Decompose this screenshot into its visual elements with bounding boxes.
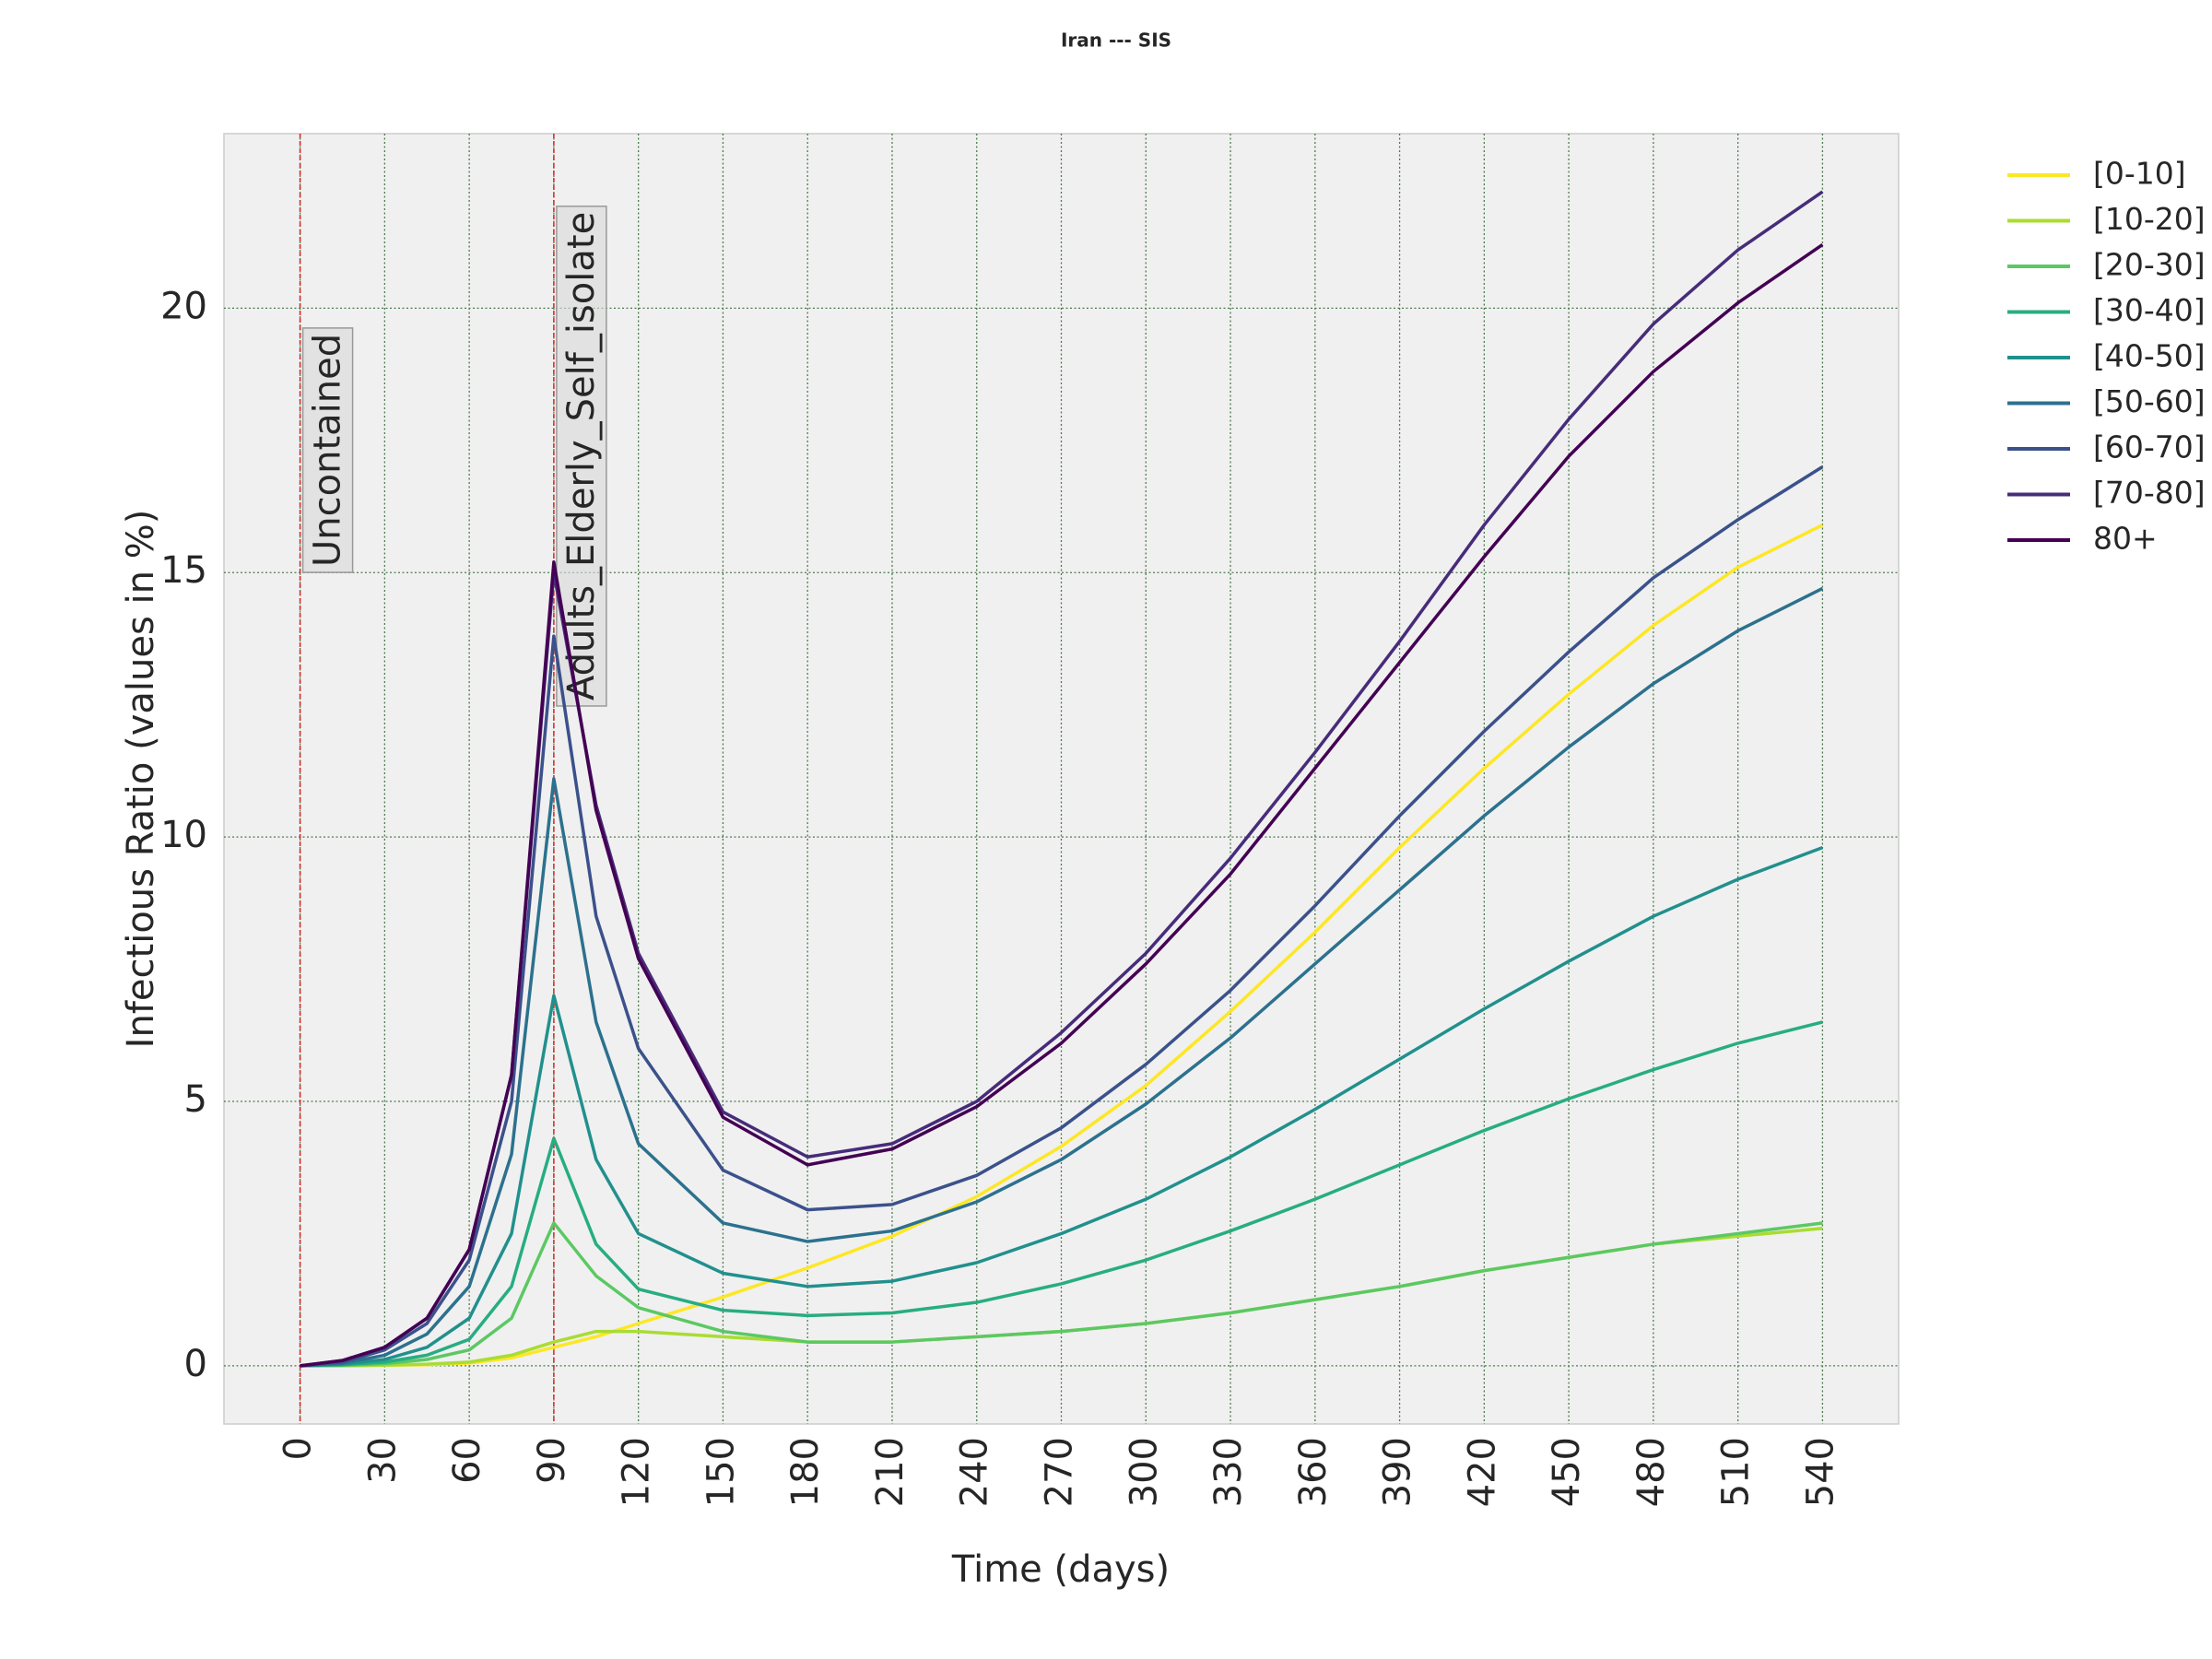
- legend-label: [30-40]: [2093, 292, 2206, 328]
- legend-label: [50-60]: [2093, 383, 2206, 419]
- x-tick-label: 120: [616, 1437, 658, 1507]
- annotation-box: [556, 206, 607, 707]
- x-tick-label: 210: [869, 1437, 912, 1507]
- x-tick-label: 60: [446, 1437, 488, 1484]
- chart-title: Iran --- SIS: [1061, 29, 1171, 52]
- series-line: [300, 243, 1824, 1368]
- y-axis-label: Infectious Ratio (values in %): [120, 510, 162, 1049]
- x-tick-label: 540: [1799, 1437, 1841, 1507]
- y-tick-label: 10: [160, 814, 207, 856]
- y-tick-label: 0: [184, 1343, 207, 1385]
- annotation-label: Adults_Elderly_Self_isolate: [560, 212, 603, 700]
- x-tick-label: 330: [1207, 1437, 1250, 1507]
- series-line: [300, 1221, 1823, 1368]
- y-tick-label: 5: [184, 1078, 207, 1121]
- x-tick-label: 360: [1292, 1437, 1335, 1507]
- x-tick-label: 510: [1715, 1437, 1758, 1507]
- legend-label: [40-50]: [2093, 338, 2206, 374]
- x-tick-label: 450: [1546, 1437, 1588, 1507]
- x-tick-label: 150: [700, 1437, 742, 1507]
- x-tick-label: 390: [1377, 1437, 1419, 1507]
- x-tick-label: 90: [531, 1437, 573, 1484]
- x-tick-label: 270: [1039, 1437, 1081, 1507]
- y-tick-label: 15: [160, 549, 207, 592]
- series-line: [300, 845, 1824, 1368]
- x-tick-label: 240: [954, 1437, 996, 1507]
- legend-label: [70-80]: [2093, 475, 2206, 511]
- annotation-box: [301, 327, 354, 573]
- series-line: [300, 465, 1824, 1368]
- legend-label: [20-30]: [2093, 247, 2206, 283]
- series-line: [300, 1020, 1823, 1368]
- annotation: Adults_Elderly_Self_isolate: [556, 206, 607, 707]
- annotation-label: Uncontained: [307, 334, 349, 567]
- x-tick-label: 300: [1123, 1437, 1165, 1507]
- x-tick-label: 0: [277, 1437, 320, 1460]
- legend-label: [60-70]: [2093, 429, 2206, 465]
- legend-label: [0-10]: [2093, 156, 2186, 192]
- x-axis-label: Time (days): [951, 1548, 1170, 1591]
- x-tick-label: 420: [1461, 1437, 1503, 1507]
- legend-label: [10-20]: [2093, 201, 2206, 237]
- x-tick-label: 180: [784, 1437, 827, 1507]
- y-tick-label: 20: [160, 285, 207, 327]
- annotation: Uncontained: [301, 327, 354, 573]
- x-tick-label: 30: [361, 1437, 404, 1484]
- x-tick-label: 480: [1630, 1437, 1673, 1507]
- series-line: [300, 586, 1824, 1368]
- legend-label: 80+: [2093, 521, 2158, 557]
